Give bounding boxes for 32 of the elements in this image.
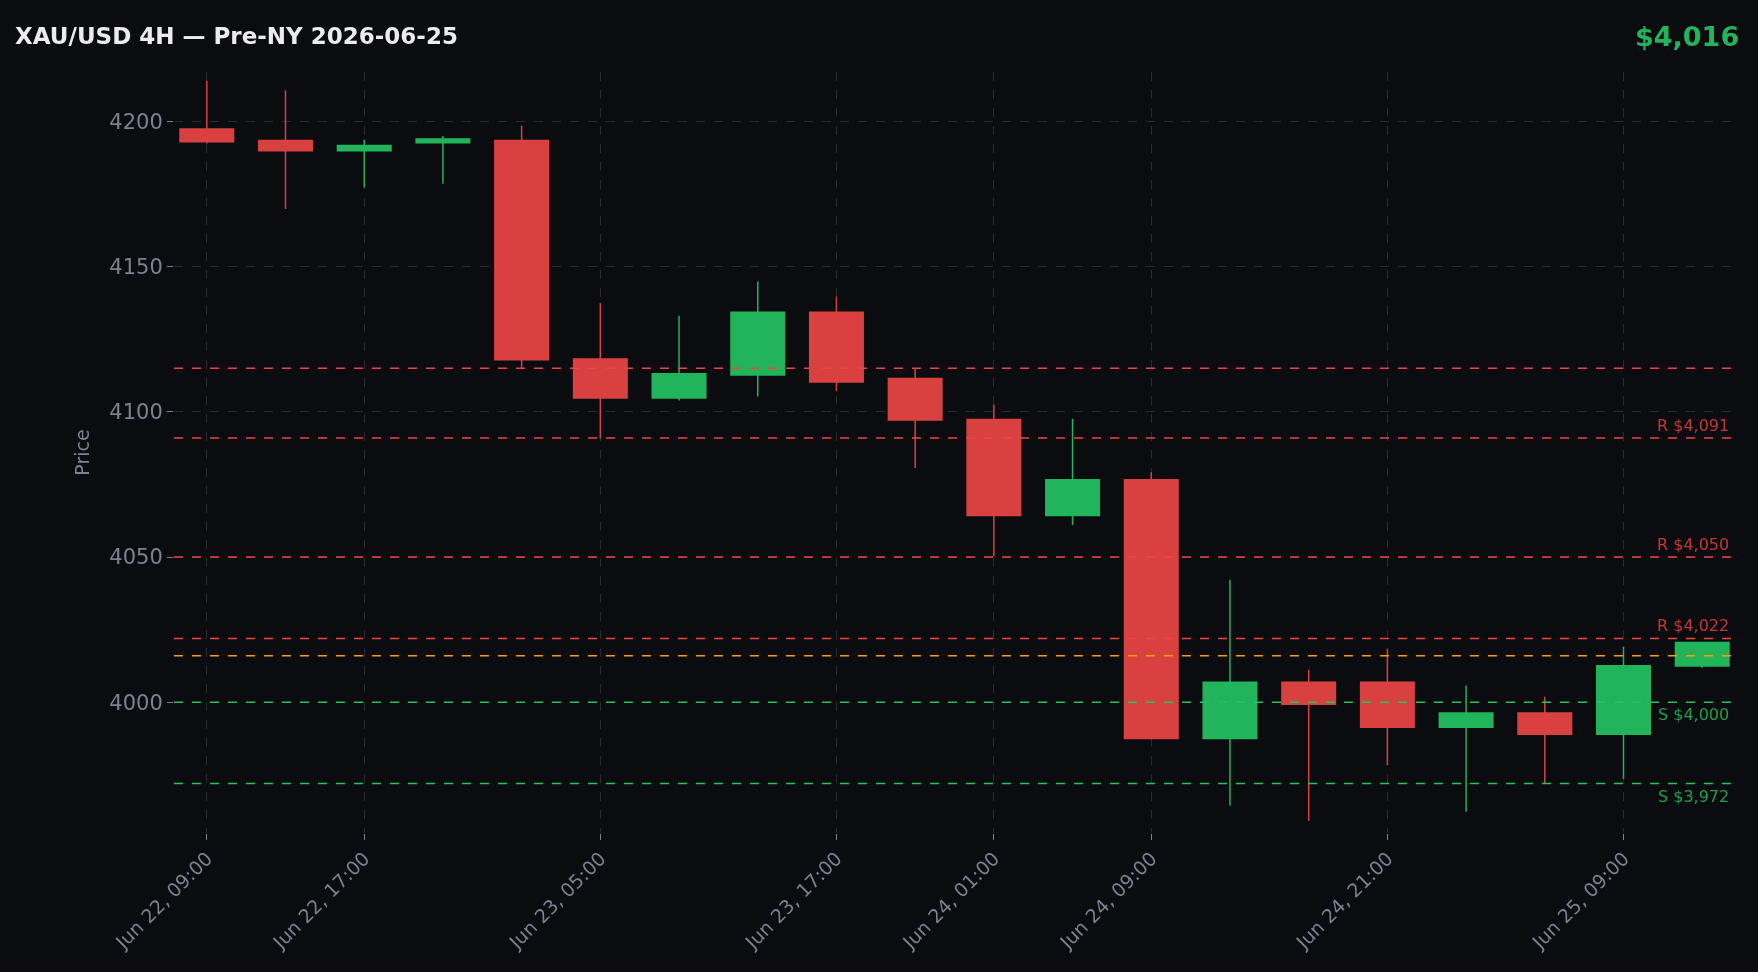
candlestick xyxy=(1045,418,1101,526)
text: $4,016 xyxy=(1635,21,1740,52)
candlestick xyxy=(415,135,471,185)
candlestick xyxy=(1438,684,1494,813)
chart-title: XAU/USD 4H — Pre-NY 2026-06-25 xyxy=(15,23,458,50)
ref-line-label: R $4,022 xyxy=(1657,616,1730,635)
candlestick xyxy=(887,367,943,469)
y-axis-title: Price xyxy=(71,429,94,476)
candlestick xyxy=(336,138,392,189)
y-tick-label: 4000 xyxy=(109,690,163,715)
candlestick xyxy=(1281,669,1337,822)
candlestick xyxy=(651,314,707,402)
candlestick xyxy=(494,124,550,370)
candlestick xyxy=(1359,648,1415,767)
candlestick xyxy=(1595,646,1652,780)
candlestick xyxy=(730,280,786,398)
ref-line-label: R $4,091 xyxy=(1657,416,1730,435)
ref-line-label: R $4,050 xyxy=(1657,535,1730,554)
candlestick xyxy=(572,302,628,440)
candlestick xyxy=(1202,578,1258,807)
y-tick-label: 4050 xyxy=(109,545,163,570)
candlestick xyxy=(1517,696,1573,785)
candlestick xyxy=(808,296,864,392)
candlestick xyxy=(257,89,314,210)
y-tick-label: 4100 xyxy=(109,400,163,425)
candlestick xyxy=(1674,641,1730,669)
y-tick-label: 4200 xyxy=(109,109,163,134)
ref-line-label: S $3,972 xyxy=(1658,787,1730,806)
y-tick-label: 4150 xyxy=(109,254,163,279)
candlestick xyxy=(966,404,1022,558)
candlestick xyxy=(179,79,235,145)
ref-line-label: S $4,000 xyxy=(1658,705,1730,724)
